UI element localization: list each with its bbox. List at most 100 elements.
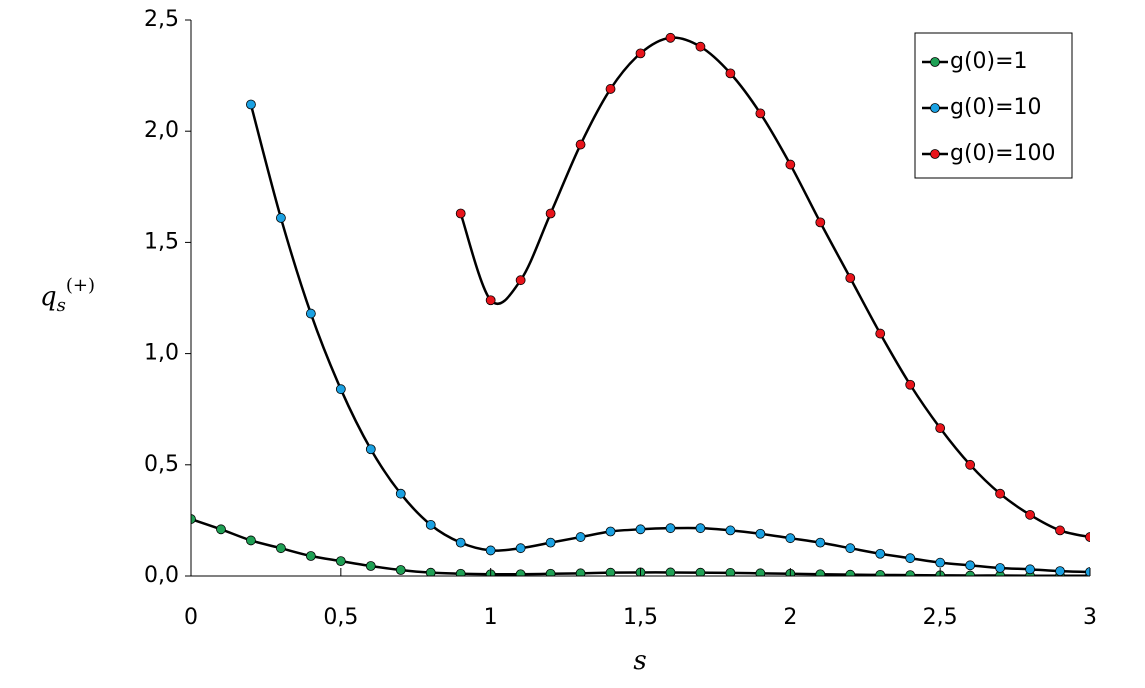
data-point xyxy=(845,543,856,554)
data-point xyxy=(395,488,406,499)
data-point xyxy=(875,328,886,339)
x-tick-label: 3 xyxy=(1083,605,1097,630)
data-point xyxy=(425,567,436,576)
data-point xyxy=(905,570,916,576)
y-tick-label: 2,0 xyxy=(144,118,179,143)
series-line xyxy=(459,36,1090,539)
data-point xyxy=(815,217,826,228)
y-label-base: q xyxy=(40,282,57,312)
data-point xyxy=(335,556,346,566)
data-point xyxy=(485,545,496,556)
data-point xyxy=(605,567,616,576)
data-point xyxy=(575,139,586,150)
data-point xyxy=(485,295,496,306)
data-point xyxy=(815,569,826,576)
legend-label: g(0)=10 xyxy=(950,95,1042,120)
y-tick-label: 0,5 xyxy=(144,452,179,477)
data-point xyxy=(965,560,976,571)
y-label-sub: s xyxy=(57,295,66,316)
data-point xyxy=(335,384,346,395)
data-point xyxy=(635,48,646,59)
data-point xyxy=(246,99,256,110)
data-point xyxy=(425,519,436,530)
data-point xyxy=(1025,564,1035,575)
data-point xyxy=(246,535,256,546)
y-tick-label: 1,5 xyxy=(144,229,179,254)
data-point xyxy=(1085,532,1090,542)
data-point xyxy=(545,568,556,576)
y-tick-label: 0,0 xyxy=(144,563,179,588)
data-point xyxy=(455,568,466,576)
data-point xyxy=(845,273,856,283)
data-point xyxy=(725,567,736,576)
data-point xyxy=(575,568,586,576)
data-point xyxy=(965,459,976,470)
data-point xyxy=(785,159,796,170)
data-point xyxy=(935,557,946,568)
x-tick-label: 1 xyxy=(484,605,498,630)
data-point xyxy=(455,537,466,548)
data-point xyxy=(905,379,916,390)
legend-label: g(0)=100 xyxy=(950,141,1056,166)
data-point xyxy=(605,526,616,537)
y-label-sup: (+) xyxy=(66,275,95,296)
data-point xyxy=(755,108,766,119)
data-point xyxy=(665,32,676,43)
data-point xyxy=(545,537,556,548)
data-point xyxy=(875,569,886,576)
data-point xyxy=(305,308,316,319)
data-point xyxy=(545,208,556,219)
data-point xyxy=(695,523,706,534)
data-point xyxy=(755,568,766,576)
data-point xyxy=(665,523,676,534)
data-point xyxy=(995,488,1005,499)
data-point xyxy=(635,524,646,535)
x-tick-label: 2,5 xyxy=(923,605,958,630)
plot-area xyxy=(191,32,1090,576)
x-tick-label: 0 xyxy=(184,605,198,630)
y-axis-label: qs(+) xyxy=(40,275,95,316)
data-point xyxy=(216,524,226,535)
data-point xyxy=(905,553,916,564)
data-point xyxy=(1055,525,1065,536)
x-axis-label: s xyxy=(633,646,646,676)
data-point xyxy=(575,532,586,542)
data-point xyxy=(725,525,736,536)
x-tick-label: 0,5 xyxy=(323,605,358,630)
x-tick-label: 2 xyxy=(783,605,797,630)
data-point xyxy=(935,423,946,434)
data-point xyxy=(365,444,376,455)
data-point xyxy=(695,567,706,576)
data-point xyxy=(995,563,1005,573)
data-point xyxy=(191,514,196,524)
data-point xyxy=(515,543,526,554)
data-point xyxy=(755,528,766,539)
data-point xyxy=(395,565,406,575)
data-point xyxy=(845,569,856,576)
data-point xyxy=(875,548,886,559)
data-point xyxy=(605,84,616,94)
data-point xyxy=(515,275,526,286)
data-point xyxy=(1055,566,1065,576)
data-point xyxy=(665,567,676,576)
legend-label: g(0)=1 xyxy=(950,49,1028,74)
data-point xyxy=(695,41,706,52)
y-tick-label: 2,5 xyxy=(144,7,179,32)
data-point xyxy=(1025,509,1035,520)
data-point xyxy=(785,533,796,544)
data-point xyxy=(725,68,736,79)
data-point xyxy=(515,569,526,576)
data-point xyxy=(275,213,286,223)
legend-marker xyxy=(930,149,940,159)
data-point xyxy=(815,537,826,548)
data-point xyxy=(305,551,316,561)
data-point xyxy=(1085,567,1090,576)
x-tick-label: 1,5 xyxy=(623,605,658,630)
legend-marker xyxy=(930,103,940,113)
data-point xyxy=(455,208,466,219)
legend-marker xyxy=(930,57,940,67)
data-point xyxy=(275,543,286,554)
data-point xyxy=(365,561,376,571)
y-tick-label: 1,0 xyxy=(144,341,179,366)
